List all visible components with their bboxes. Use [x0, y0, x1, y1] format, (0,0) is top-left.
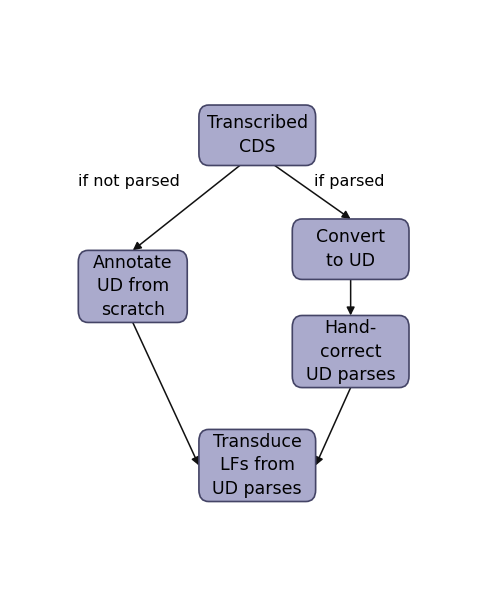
Text: Transduce
LFs from
UD parses: Transduce LFs from UD parses [212, 433, 302, 498]
Text: Transcribed
CDS: Transcribed CDS [206, 115, 307, 156]
FancyBboxPatch shape [198, 429, 315, 501]
FancyBboxPatch shape [198, 105, 315, 165]
Text: Hand-
correct
UD parses: Hand- correct UD parses [305, 319, 395, 384]
Text: Annotate
UD from
scratch: Annotate UD from scratch [93, 254, 172, 319]
FancyBboxPatch shape [292, 315, 408, 388]
FancyBboxPatch shape [292, 219, 408, 280]
Text: if parsed: if parsed [313, 175, 383, 189]
Text: if not parsed: if not parsed [78, 175, 180, 189]
Text: Convert
to UD: Convert to UD [316, 228, 384, 270]
FancyBboxPatch shape [78, 251, 187, 323]
